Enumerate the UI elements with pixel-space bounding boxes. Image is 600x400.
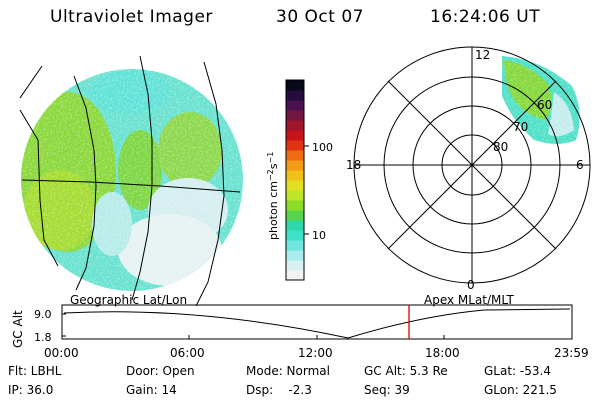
colorbar-block	[286, 170, 304, 181]
x-tick-0600: 06:00	[170, 346, 205, 360]
colorbar-unit-label: photon cm−2s−1	[266, 152, 281, 240]
mlt-label-12: 12	[475, 48, 490, 62]
filter-readout: Flt: LBHL	[8, 364, 62, 378]
x-tick-0000: 00:00	[44, 346, 79, 360]
instrument-title: Ultraviolet Imager	[50, 7, 213, 27]
altitude-trace	[63, 308, 571, 339]
mlat-label-80: 80	[493, 140, 508, 154]
colorbar-block	[286, 190, 304, 201]
colorbar-block	[286, 220, 304, 231]
glat-readout: GLat: -53.4	[484, 364, 551, 378]
colorbar-block	[286, 230, 304, 241]
colorbar-block	[286, 250, 304, 261]
x-tick-1200: 12:00	[298, 346, 333, 360]
colorbar-block	[286, 240, 304, 251]
colorbar-block	[286, 200, 304, 211]
y-tick-9: 9.0	[34, 308, 52, 321]
date-label: 30 Oct 07	[276, 7, 364, 27]
mlt-label-6: 6	[576, 158, 584, 172]
geographic-projection-label: Geographic Lat/Lon	[70, 293, 188, 307]
colorbar-block	[286, 210, 304, 221]
glon-readout: GLon: 221.5	[484, 383, 557, 397]
gc-alt-axis-label: GC Alt	[11, 310, 25, 348]
colorbar-block	[286, 160, 304, 171]
colorbar-tick-100: 100	[312, 141, 333, 154]
gc-alt-readout: GC Alt: 5.3 Re	[364, 364, 448, 378]
seq-readout: Seq: 39	[364, 383, 410, 397]
colorbar-frame	[285, 79, 305, 281]
graticule	[19, 55, 241, 307]
mlat-label-60: 60	[537, 98, 552, 112]
geographic-emission	[21, 69, 243, 291]
dsp-readout: Dsp: -2.3	[246, 383, 312, 397]
mlt-label-0: 0	[467, 278, 475, 292]
colorbar-block	[286, 100, 304, 111]
time-label: 16:24:06 UT	[430, 7, 541, 27]
colorbar-tick-10: 10	[312, 229, 326, 242]
colorbar-scale	[286, 80, 304, 281]
colorbar-block	[286, 270, 304, 281]
colorbar-block	[286, 110, 304, 121]
altitude-ticks	[62, 313, 445, 339]
apex-projection-label: Apex MLat/MLT	[424, 293, 514, 307]
colorbar-block	[286, 180, 304, 191]
polar-grid	[353, 46, 591, 284]
colorbar-block	[286, 130, 304, 141]
colorbar-block	[286, 260, 304, 271]
mode-readout: Mode: Normal	[246, 364, 330, 378]
colorbar-block	[286, 140, 304, 151]
gain-readout: Gain: 14	[126, 383, 177, 397]
ip-readout: IP: 36.0	[8, 383, 54, 397]
colorbar-block	[286, 90, 304, 101]
x-tick-2359: 23:59	[554, 346, 589, 360]
mlat-label-70: 70	[513, 120, 528, 134]
mlt-label-18: 18	[346, 158, 361, 172]
x-tick-1800: 18:00	[425, 346, 460, 360]
colorbar-block	[286, 150, 304, 161]
door-readout: Door: Open	[126, 364, 195, 378]
polar-emission	[502, 52, 580, 150]
colorbar-block	[286, 80, 304, 91]
y-tick-1-8: 1.8	[34, 331, 52, 344]
colorbar-block	[286, 120, 304, 131]
